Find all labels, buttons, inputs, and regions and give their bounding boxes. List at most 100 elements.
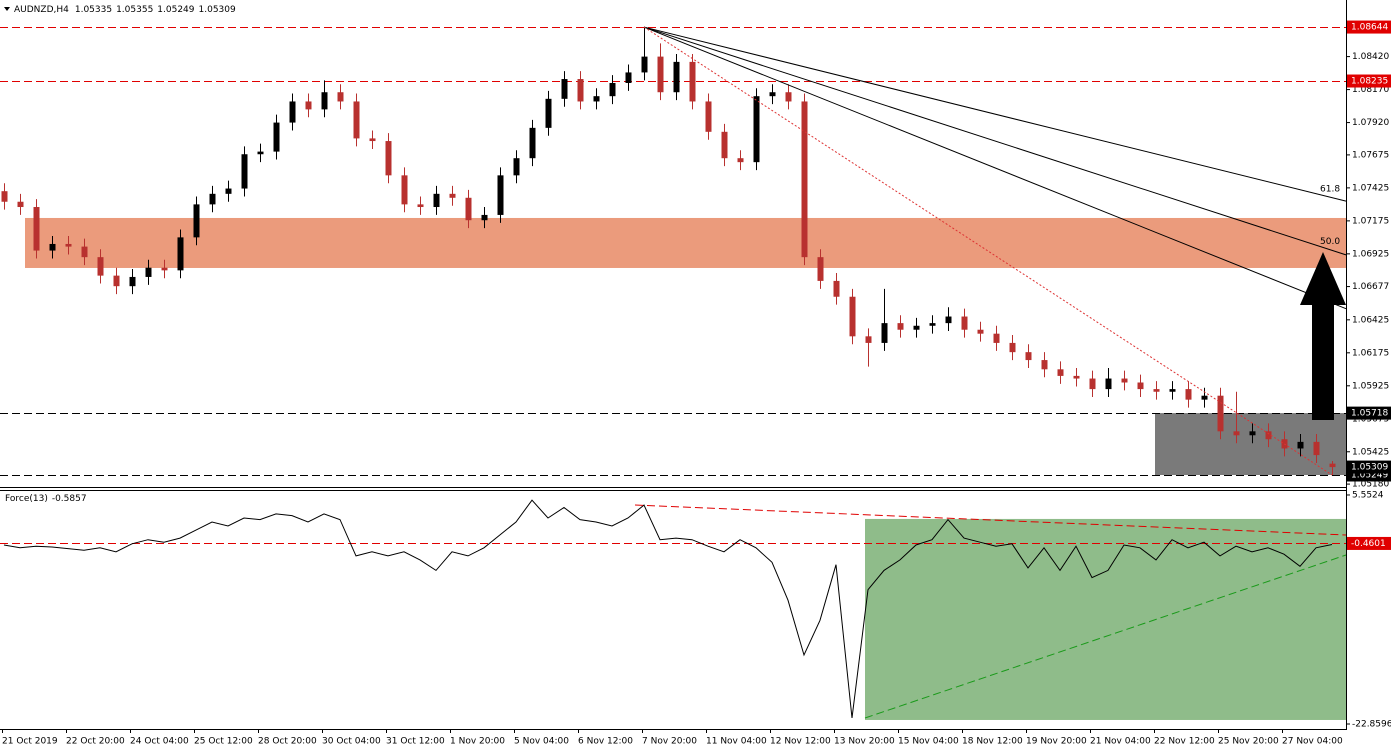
x-tick-label: 22 Oct 20:00 <box>66 737 125 747</box>
fan-line <box>643 26 1347 310</box>
y-tick-label: 1.06425 <box>1352 315 1389 325</box>
candle-body <box>401 175 408 205</box>
candle-body <box>545 98 552 128</box>
candle-body <box>1185 389 1192 400</box>
candle-body <box>1073 375 1080 379</box>
y-tick-label: 1.05925 <box>1352 381 1389 391</box>
candle-body <box>257 151 264 155</box>
candle-body <box>145 267 152 277</box>
candle-body <box>1297 441 1304 449</box>
candle-body <box>769 92 776 97</box>
candle-body <box>737 158 744 163</box>
candle-body <box>497 175 504 215</box>
last-low: 1.05249 <box>157 5 194 15</box>
candle-body <box>273 122 280 152</box>
level-label <box>1347 406 1391 420</box>
candle-body <box>913 325 920 330</box>
candle-body <box>1233 431 1240 436</box>
candle-body <box>241 154 248 189</box>
price-label <box>1347 460 1391 474</box>
indicator-value: -0.5857 <box>52 494 87 504</box>
indicator-header: Force(13) -0.5857 <box>5 494 87 504</box>
candle-body <box>753 96 760 163</box>
x-tick-label: 19 Nov 20:00 <box>1026 737 1087 747</box>
candle-body <box>897 323 904 330</box>
level-label-text: 1.08235 <box>1351 77 1388 87</box>
candle-body <box>129 276 136 287</box>
candle-body <box>113 275 120 287</box>
candle-body <box>1025 352 1032 361</box>
candle-body <box>625 72 632 83</box>
candle-body <box>961 316 968 330</box>
candle-body <box>993 333 1000 343</box>
y-tick-label: 1.06925 <box>1352 249 1389 259</box>
level-label-text: -0.4601 <box>1351 539 1386 549</box>
level-label <box>1347 74 1391 88</box>
x-tick-label: 15 Nov 04:00 <box>898 737 959 747</box>
x-tick-label: 11 Nov 04:00 <box>706 737 767 747</box>
x-tick-label: 1 Nov 20:00 <box>450 737 505 747</box>
candle-body <box>1041 360 1048 370</box>
collapse-icon[interactable] <box>4 7 10 11</box>
x-tick-label: 21 Nov 04:00 <box>1090 737 1151 747</box>
candle-body <box>977 329 984 334</box>
candle-body <box>1057 369 1064 376</box>
x-tick-label: 18 Nov 12:00 <box>962 737 1023 747</box>
candle-body <box>305 101 312 110</box>
x-tick-label: 7 Nov 20:00 <box>642 737 697 747</box>
candle-body <box>721 131 728 159</box>
level-label-text: 1.05249 <box>1351 470 1388 480</box>
candle-body <box>225 188 232 194</box>
candle-body <box>1121 378 1128 383</box>
candle-body <box>337 92 344 102</box>
candle-body <box>641 56 648 73</box>
y-tick-label: 1.07425 <box>1352 183 1389 193</box>
candle-body <box>817 257 824 281</box>
candle-body <box>1105 378 1112 390</box>
symbol: AUDNZD,H4 <box>14 5 69 15</box>
candle-body <box>1201 395 1208 400</box>
x-tick-label: 31 Oct 12:00 <box>386 737 445 747</box>
candle-body <box>833 280 840 297</box>
x-tick-label: 5 Nov 04:00 <box>514 737 569 747</box>
candle-body <box>1313 441 1320 456</box>
candle-body <box>465 197 472 221</box>
y-tick-label: 1.08170 <box>1352 85 1389 95</box>
candle-body <box>161 267 168 271</box>
candle-body <box>417 204 424 208</box>
y-tick-label: 1.06677 <box>1352 282 1389 292</box>
candle-body <box>1265 431 1272 440</box>
candle-body <box>785 92 792 102</box>
x-tick-label: 28 Oct 20:00 <box>258 737 317 747</box>
fan-line <box>643 26 1347 202</box>
x-tick-label: 21 Oct 2019 <box>2 737 58 747</box>
candle-body <box>673 61 680 93</box>
x-tick-label: 12 Nov 12:00 <box>770 737 831 747</box>
force-trend <box>634 504 1347 536</box>
x-tick-label: 24 Oct 04:00 <box>130 737 189 747</box>
fan-label: 61.8 <box>1320 185 1340 195</box>
candle-body <box>1089 378 1096 390</box>
level-label <box>1347 20 1391 34</box>
y-tick-label: 1.05425 <box>1352 447 1389 457</box>
candle-body <box>593 96 600 102</box>
candle-body <box>1217 395 1224 432</box>
candle-body <box>529 127 536 159</box>
candle-body <box>65 243 72 247</box>
candle-body <box>1 191 8 202</box>
candle-body <box>177 237 184 271</box>
x-tick-label: 13 Nov 20:00 <box>834 737 895 747</box>
candle-body <box>929 323 936 326</box>
candle-body <box>81 246 88 258</box>
force-trend <box>864 554 1347 719</box>
arrow <box>1300 252 1346 420</box>
plot-layer: 1.08420 1.08170 1.07920 1.07675 1.07425 1.071… <box>0 20 1391 747</box>
candle-body <box>449 193 456 198</box>
y-tick-label: 1.06175 <box>1352 348 1389 358</box>
level-label <box>1347 536 1391 550</box>
indicator-name: Force(13) <box>5 494 48 504</box>
trend-line <box>643 26 1333 476</box>
candle-body <box>609 82 616 97</box>
candle-body <box>945 316 952 324</box>
